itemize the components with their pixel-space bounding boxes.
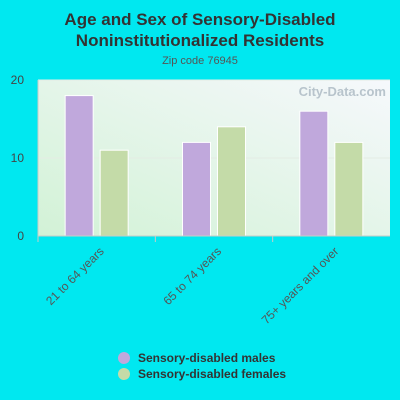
legend-label-males: Sensory-disabled males bbox=[138, 351, 276, 365]
legend-swatch-females bbox=[118, 368, 130, 380]
legend-item-males: Sensory-disabled males bbox=[118, 350, 286, 366]
x-tick-label: 21 to 64 years bbox=[43, 244, 107, 308]
legend-swatch-males bbox=[118, 352, 130, 364]
chart-subtitle: Zip code 76945 bbox=[162, 55, 238, 67]
bar-males[interactable] bbox=[299, 110, 329, 237]
y-tick-label: 10 bbox=[11, 151, 25, 165]
legend-item-females: Sensory-disabled females bbox=[118, 366, 286, 382]
legend-label-females: Sensory-disabled females bbox=[138, 367, 287, 381]
x-tick-label: 75+ years and over bbox=[259, 244, 342, 327]
legend: Sensory-disabled males Sensory-disabled … bbox=[118, 350, 286, 382]
y-tick-label: 20 bbox=[11, 73, 25, 87]
bar-females[interactable] bbox=[99, 149, 129, 237]
chart-title-line-2: Noninstitutionalized Residents bbox=[75, 31, 325, 50]
x-tick-label: 65 to 74 years bbox=[160, 244, 224, 308]
chart-title: Age and Sex of Sensory-Disabled Noninsti… bbox=[0, 9, 400, 51]
bar-females[interactable] bbox=[334, 141, 364, 237]
bar-males[interactable] bbox=[64, 95, 94, 237]
y-tick-label: 0 bbox=[17, 229, 24, 243]
watermark: City-Data.com bbox=[299, 84, 386, 99]
bar-males[interactable] bbox=[182, 141, 211, 237]
chart-title-line-1: Age and Sex of Sensory-Disabled bbox=[64, 10, 336, 29]
bar-females[interactable] bbox=[217, 126, 246, 237]
